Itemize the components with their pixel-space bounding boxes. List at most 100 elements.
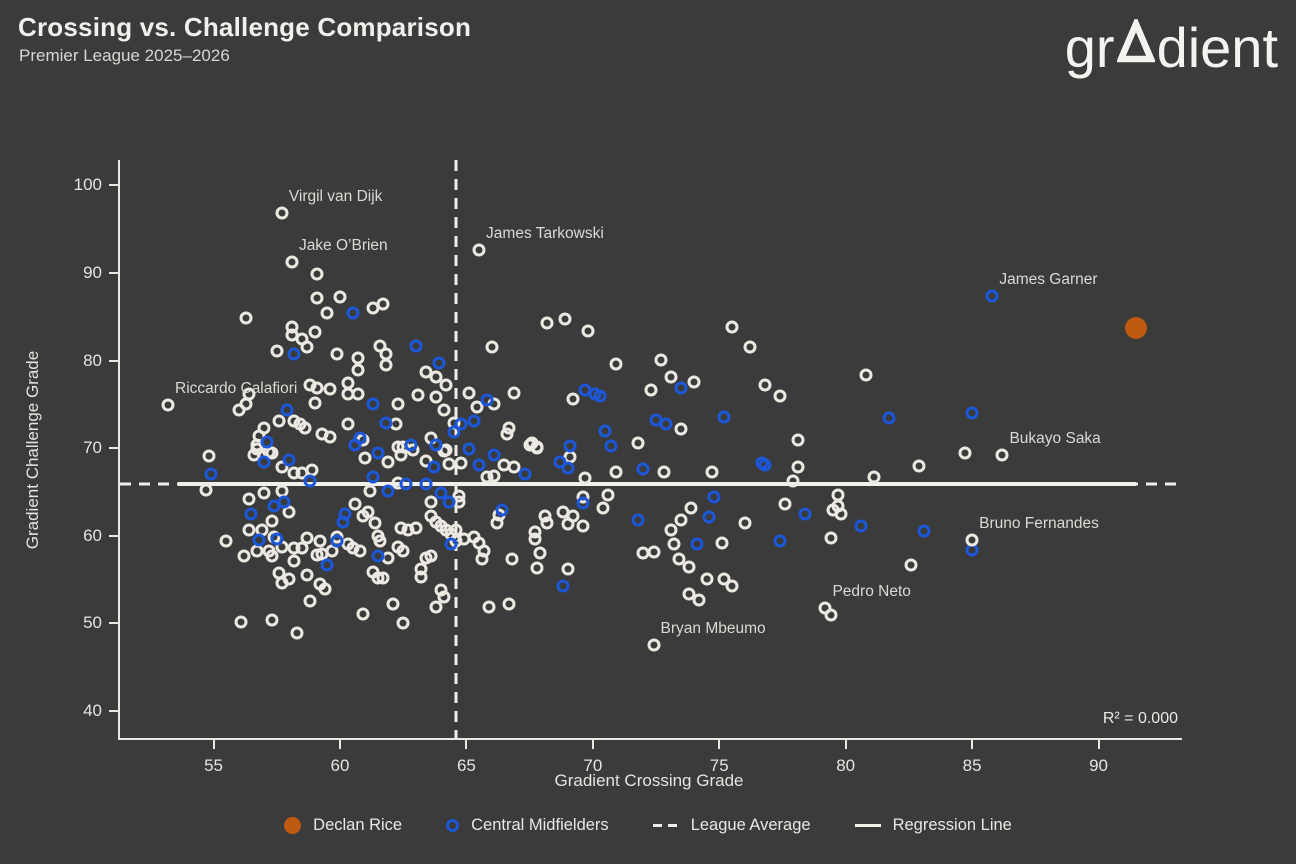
player-point (409, 521, 423, 535)
player-point (490, 516, 504, 530)
player-point (396, 616, 410, 630)
player-point (351, 387, 365, 401)
player-annotation: Bukayo Saka (1009, 430, 1101, 448)
legend-item-league-average: League Average (652, 816, 811, 835)
player-point (424, 495, 438, 509)
midfielder-point (773, 534, 787, 548)
midfielder-point (604, 439, 618, 453)
r-squared-label: R² = 0.000 (1102, 710, 1178, 727)
midfielder-point (336, 515, 349, 529)
y-tick-label: 50 (83, 613, 102, 633)
player-point (692, 593, 706, 607)
player-point (379, 358, 392, 372)
player-annotation: Pedro Neto (832, 582, 911, 600)
player-point (684, 501, 698, 515)
midfielder-point (755, 456, 769, 470)
y-tick-mark (109, 709, 118, 712)
x-tick-label: 65 (456, 756, 476, 775)
player-point (758, 378, 772, 392)
player-point (700, 572, 714, 586)
triangle-a-icon (1115, 15, 1156, 72)
legend-item-regression-line: Regression Line (854, 816, 1012, 835)
player-point (867, 470, 880, 484)
x-axis-title: Gradient Crossing Grade (554, 771, 744, 790)
player-point (282, 572, 296, 586)
midfielder-point (472, 458, 486, 472)
player-point (609, 465, 623, 479)
midfielder-point (454, 417, 468, 431)
midfielder-point (563, 439, 577, 453)
midfielder-point (707, 490, 721, 504)
y-tick-mark (109, 184, 118, 187)
player-point (323, 430, 337, 444)
player-point (411, 388, 425, 402)
midfielder-point (270, 532, 284, 546)
player-point (242, 492, 256, 506)
player-point (442, 457, 456, 471)
player-point (386, 597, 400, 611)
player-point (341, 417, 355, 431)
player-point (300, 531, 314, 545)
player-point (308, 396, 322, 410)
player-point (237, 549, 251, 563)
midfielder-point (576, 496, 590, 510)
player-point (596, 501, 610, 515)
midfielder-point (260, 435, 274, 449)
player-point (310, 267, 324, 281)
player-point (644, 383, 658, 397)
midfielder-point (636, 462, 650, 476)
player-point (540, 316, 554, 330)
player-point (705, 465, 719, 479)
player-point (654, 353, 668, 367)
x-tick-mark (1097, 740, 1100, 749)
player-point (462, 386, 476, 400)
annotated-player-point (285, 255, 299, 269)
player-point (578, 471, 592, 485)
midfielder-point (404, 438, 418, 452)
player-point (424, 549, 438, 563)
x-tick-label: 70 (583, 756, 603, 775)
midfielder-point (442, 495, 456, 509)
player-point (199, 483, 213, 497)
player-annotation: James Garner (999, 270, 1098, 288)
player-point (725, 320, 739, 334)
player-point (272, 414, 286, 428)
x-tick-mark (971, 740, 974, 749)
player-point (348, 497, 362, 511)
player-point (500, 427, 514, 441)
player-point (786, 474, 800, 488)
player-point (439, 378, 453, 392)
midfielder-point (409, 339, 423, 353)
player-point (242, 523, 256, 537)
player-point (687, 375, 701, 389)
player-annotation: Riccardo Calafiori (175, 380, 298, 398)
player-point (351, 363, 365, 377)
legend-label: Declan Rice (313, 816, 403, 834)
x-tick-mark (338, 740, 341, 749)
dashed-line-icon (652, 823, 679, 828)
player-point (540, 516, 554, 530)
midfielder-point (381, 484, 395, 498)
page-subtitle: Premier League 2025–2026 (19, 46, 230, 65)
midfielder-point (444, 537, 458, 551)
midfielder-point (556, 579, 569, 593)
player-point (318, 582, 332, 596)
midfielder-point (419, 477, 433, 491)
player-point (738, 516, 752, 530)
player-point (791, 460, 805, 473)
player-point (470, 400, 484, 414)
midfielder-point (447, 425, 461, 439)
player-point (376, 571, 390, 585)
player-point (202, 449, 215, 463)
player-point (528, 532, 542, 546)
midfielder-point (252, 533, 266, 547)
player-point (904, 558, 918, 572)
player-point (353, 544, 367, 558)
midfielder-point (798, 507, 812, 521)
logo-text-post: dient (1156, 16, 1278, 79)
midfielder-point (495, 503, 509, 517)
player-point (429, 600, 443, 614)
player-point (834, 507, 848, 521)
player-point (824, 531, 838, 545)
midfielder-point (280, 403, 294, 417)
